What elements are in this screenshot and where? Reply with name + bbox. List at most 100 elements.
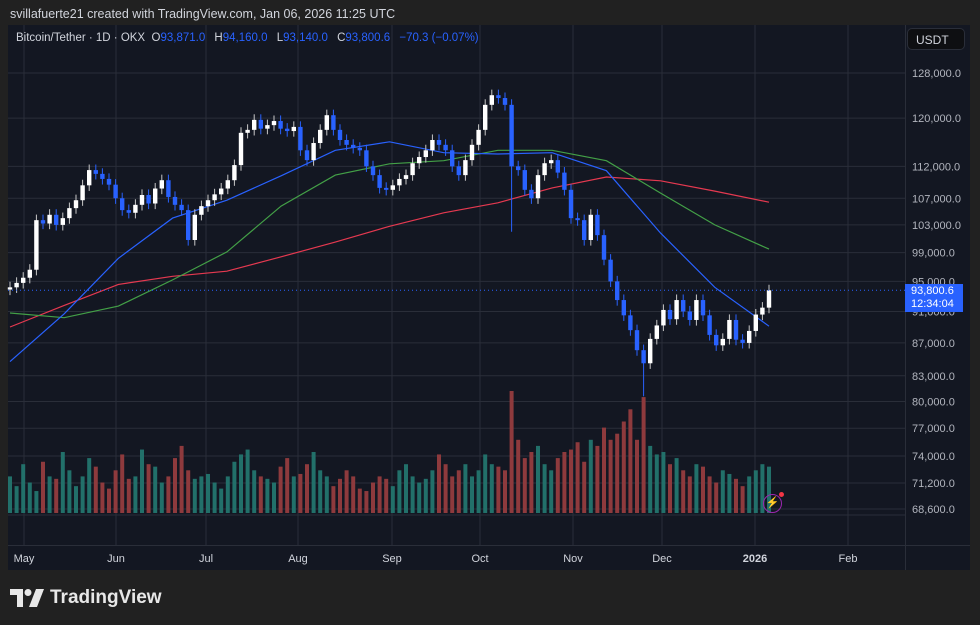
y-tick-label: 68,600.0 (912, 504, 955, 516)
candle (106, 173, 112, 191)
candle (377, 169, 382, 194)
candle (357, 142, 362, 156)
y-tick-label: 80,000.0 (912, 397, 955, 409)
candle-body (628, 315, 633, 331)
volume-bar (377, 476, 382, 513)
volume-bar (503, 470, 507, 513)
candle-body (166, 180, 171, 197)
volume-bar (384, 478, 389, 513)
volume-bar (760, 464, 765, 513)
candle (245, 124, 250, 139)
volume-bar (272, 482, 276, 513)
y-tick-label: 112,000.0 (912, 161, 960, 173)
candle-body (747, 330, 752, 343)
volume-bar (542, 464, 547, 513)
candle (687, 305, 692, 326)
volume-bar (582, 461, 587, 513)
candle (113, 179, 118, 204)
candle-body (192, 214, 197, 240)
volume-bar (727, 473, 732, 513)
candle (634, 324, 640, 356)
y-tick-label: 87,000.0 (912, 338, 955, 350)
candle (219, 182, 224, 200)
volume-bar (608, 439, 613, 513)
candle (271, 115, 277, 131)
volume-bar (245, 449, 250, 513)
candle-body (258, 119, 263, 129)
candle (727, 314, 732, 345)
candle (67, 202, 72, 224)
candle (390, 179, 395, 196)
high-value: 94,160.0 (222, 32, 268, 44)
candle (463, 154, 468, 181)
volume-bar (476, 470, 481, 513)
candle (509, 99, 514, 232)
candle-body (159, 180, 164, 189)
chart-credit: svillafuerte21 created with TradingView.… (10, 7, 396, 21)
volume-bar (318, 470, 323, 513)
volume-bar (351, 476, 356, 513)
candle (324, 109, 329, 136)
volume-bar (8, 476, 12, 513)
candle (186, 204, 191, 246)
volume-bar (146, 464, 151, 513)
logo-text: TradingView (50, 587, 162, 608)
candle-body (529, 189, 534, 199)
volume-bar (483, 454, 488, 513)
candle (714, 329, 719, 351)
candle (720, 333, 725, 351)
candle (87, 164, 92, 191)
symbol-title[interactable]: Bitcoin/Tether · 1D · OKX (16, 32, 146, 44)
candle (489, 89, 494, 111)
candle-body (417, 157, 422, 164)
volume-bar (707, 476, 712, 513)
y-tick-label: 77,000.0 (912, 423, 955, 435)
candle (582, 214, 587, 246)
candle-body (595, 214, 600, 236)
candle-body (351, 144, 356, 148)
volume-bar (674, 458, 679, 513)
candle-body (146, 195, 151, 204)
candle (595, 209, 600, 241)
candle-body (588, 214, 593, 240)
volume-bar (397, 470, 402, 513)
volume-bar (648, 445, 653, 513)
volume-bars (8, 391, 771, 513)
candle (73, 194, 79, 214)
tradingview-logo[interactable]: TradingView (10, 587, 162, 609)
volume-bar (107, 488, 111, 513)
candle-body (601, 235, 607, 260)
x-tick-label: Jun (107, 553, 125, 565)
candle (502, 92, 508, 111)
candle (450, 144, 455, 172)
candle (159, 174, 164, 195)
volume-bar (509, 391, 514, 513)
volume-bar (291, 476, 296, 513)
lightning-icon[interactable]: ⚡ (763, 492, 784, 513)
volume-bar (93, 466, 98, 513)
candle (529, 184, 534, 204)
volume-bar (720, 470, 725, 513)
volume-bar (390, 486, 395, 513)
candle (139, 189, 145, 211)
candle-body (54, 214, 59, 225)
volume-bar (635, 439, 639, 513)
volume-bar (371, 482, 375, 513)
candle-body (443, 144, 448, 151)
volume-bar (173, 458, 177, 513)
candle-body (106, 178, 112, 185)
candle-body (205, 200, 211, 207)
candle (146, 189, 151, 210)
candle-body (113, 184, 118, 199)
candle (469, 139, 475, 166)
volume-bar (654, 454, 659, 513)
volume-bar (41, 461, 45, 513)
y-tick-label: 103,000.0 (912, 220, 961, 232)
volume-bar (324, 476, 329, 513)
candle-body (648, 338, 653, 364)
volume-bar (529, 452, 534, 513)
candle-body (516, 166, 521, 171)
candle (766, 284, 772, 314)
currency-button[interactable]: USDT (907, 28, 965, 50)
